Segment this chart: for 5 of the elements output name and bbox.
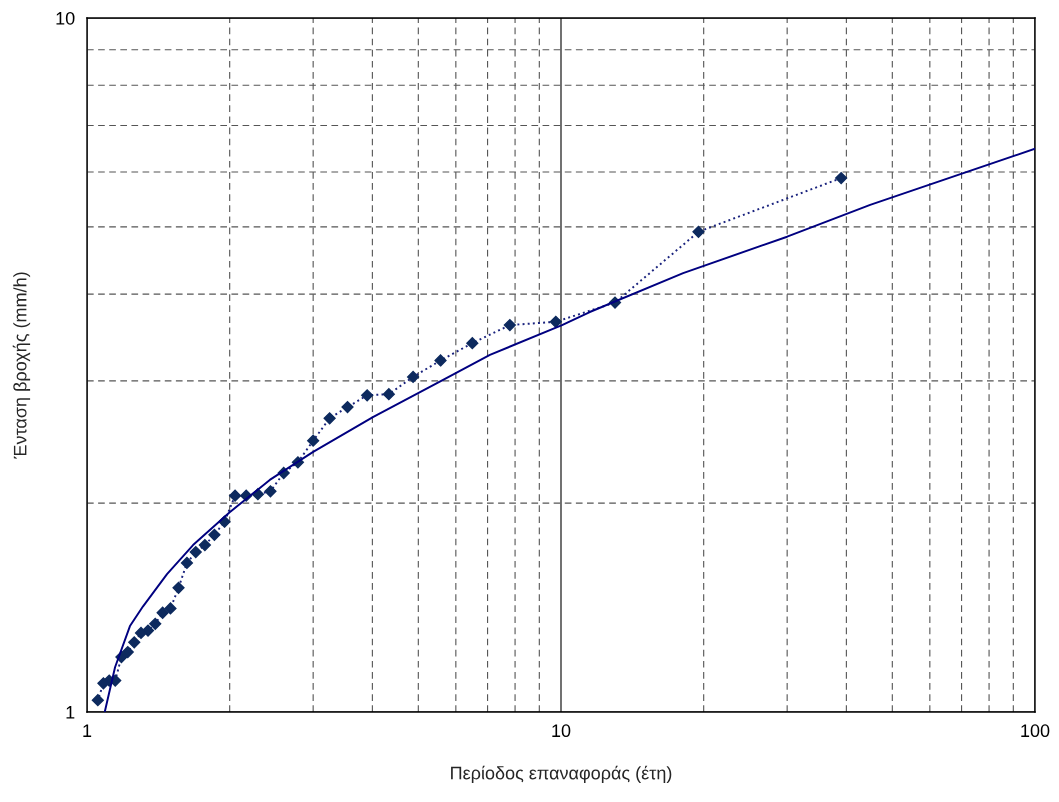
x-axis-title: Περίοδος επαναφοράς (έτη) xyxy=(451,765,672,783)
x-tick-label: 10 xyxy=(552,724,571,738)
x-tick-label: 100 xyxy=(1021,724,1050,738)
y-axis-title: Ένταση βροχής (mm/h) xyxy=(12,272,31,459)
x-tick-label: 1 xyxy=(83,724,92,737)
